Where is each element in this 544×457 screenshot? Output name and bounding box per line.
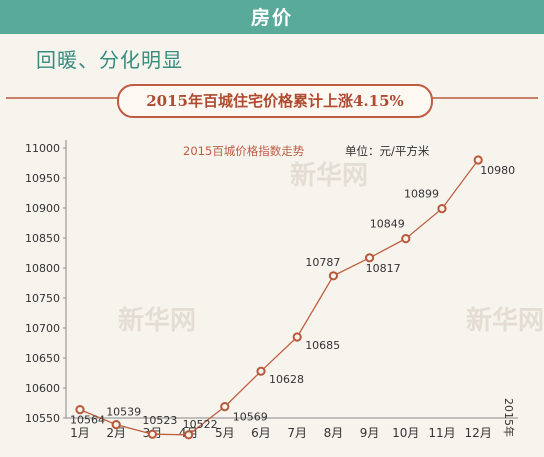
x-tick-label: 9月 [360, 426, 380, 440]
data-label: 10980 [480, 164, 515, 177]
headline-text: 2015年百城住宅价格累计上涨4.15% [146, 92, 404, 110]
x-tick-label: 1月 [70, 426, 90, 440]
data-label: 10685 [305, 339, 340, 352]
data-label: 10628 [269, 373, 304, 386]
section-subtitle: 回暖、分化明显 [36, 48, 183, 72]
year-label: 2015年 [502, 398, 516, 437]
series-line [79, 159, 479, 436]
x-tick-label: 10月 [392, 426, 419, 440]
data-point [147, 429, 157, 439]
data-point [473, 155, 483, 165]
watermark-logo: 新华网 [118, 306, 197, 336]
data-point [365, 253, 375, 263]
header-title: 房价 [250, 7, 293, 29]
data-point [184, 430, 194, 440]
x-tick-label: 12月 [465, 426, 492, 440]
y-tick-label: 10850 [25, 232, 60, 245]
y-tick-label: 10650 [25, 352, 60, 365]
headline-pill: 2015年百城住宅价格累计上涨4.15% [117, 84, 433, 118]
data-label: 10564 [70, 414, 105, 427]
data-point [328, 271, 338, 281]
data-point [292, 332, 302, 342]
y-tick-label: 10600 [25, 382, 60, 395]
y-tick-label: 10800 [25, 262, 60, 275]
data-point [220, 402, 230, 412]
data-point [75, 405, 85, 415]
data-label: 10849 [370, 218, 405, 231]
data-point [256, 366, 266, 376]
data-label: 10817 [366, 262, 401, 275]
y-tick-label: 10950 [25, 172, 60, 185]
y-tick-label: 10900 [25, 202, 60, 215]
data-label: 10523 [142, 414, 177, 427]
x-tick-label: 11月 [428, 426, 455, 440]
data-point [437, 204, 447, 214]
y-tick-label: 10750 [25, 292, 60, 305]
x-tick-label: 8月 [324, 426, 344, 440]
data-point [401, 234, 411, 244]
data-label: 10787 [305, 256, 340, 269]
watermark-logo: 新华网 [290, 161, 369, 191]
header-banner: 房价 [0, 0, 544, 34]
x-tick-label: 5月 [215, 426, 235, 440]
watermark-logo: 新华网 [466, 306, 544, 336]
chart-title: 2015百城价格指数走势 [183, 144, 305, 158]
x-tick-label: 2月 [106, 426, 126, 440]
y-tick-label: 10700 [25, 322, 60, 335]
data-point [111, 420, 121, 430]
y-tick-label: 11000 [25, 142, 60, 155]
data-label: 10899 [404, 188, 439, 201]
data-label: 10569 [233, 411, 268, 424]
x-tick-label: 6月 [251, 426, 271, 440]
unit-label: 单位：元/平方米 [345, 144, 430, 158]
y-tick-label: 10550 [25, 412, 60, 425]
data-label: 10539 [106, 406, 141, 419]
data-label: 10522 [183, 418, 218, 431]
x-tick-label: 7月 [287, 426, 307, 440]
